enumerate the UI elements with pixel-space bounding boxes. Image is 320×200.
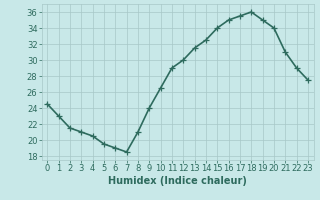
X-axis label: Humidex (Indice chaleur): Humidex (Indice chaleur) <box>108 176 247 186</box>
